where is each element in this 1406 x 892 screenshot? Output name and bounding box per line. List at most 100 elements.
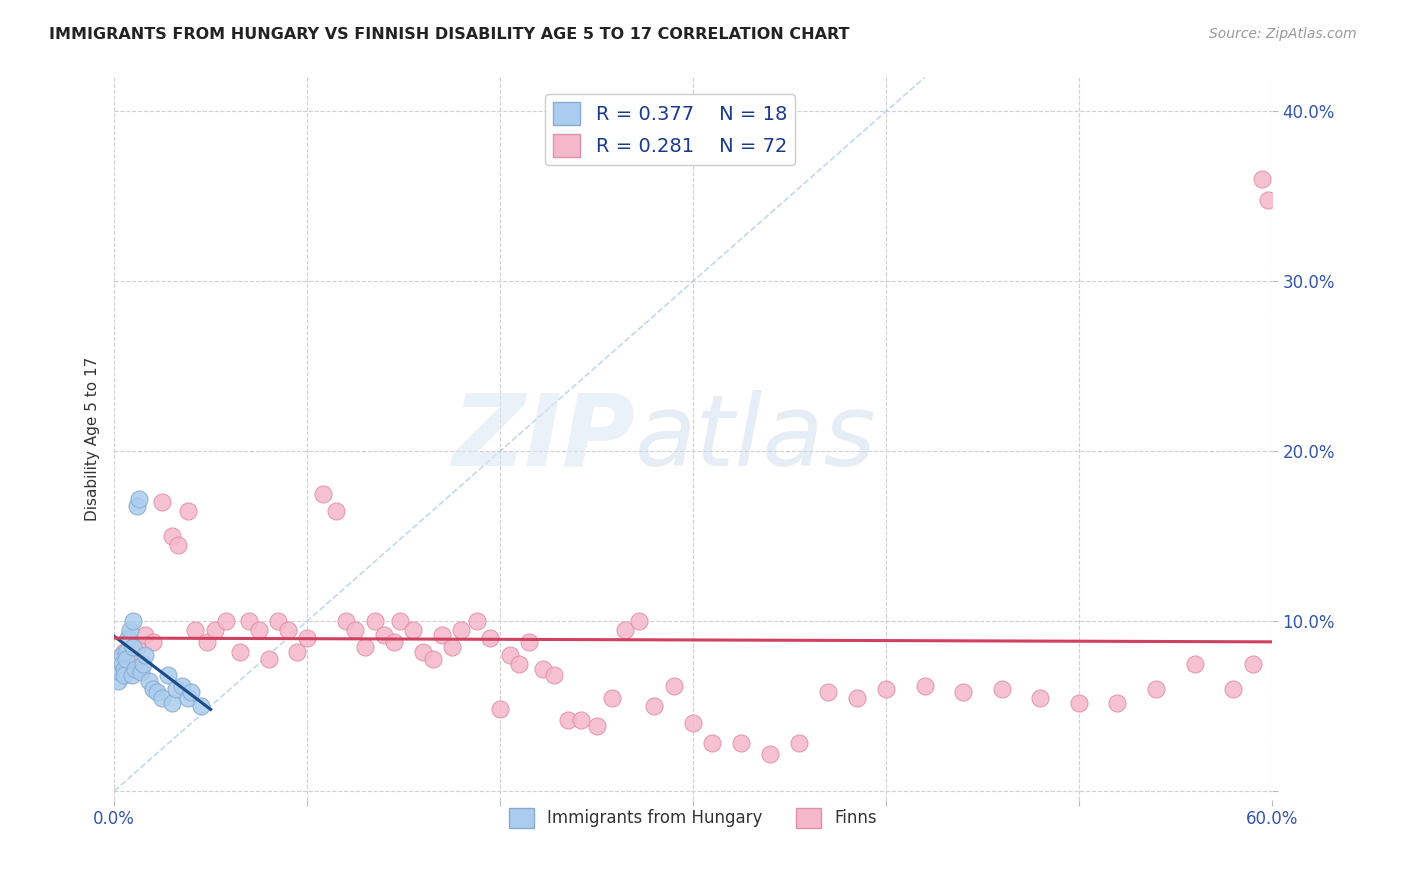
Point bbox=[114, 645, 136, 659]
Point bbox=[124, 662, 146, 676]
Point bbox=[990, 682, 1012, 697]
Point bbox=[682, 716, 704, 731]
Point bbox=[952, 685, 974, 699]
Point bbox=[134, 648, 156, 662]
Point bbox=[479, 631, 502, 645]
Point bbox=[108, 665, 131, 679]
Point bbox=[111, 657, 134, 671]
Point bbox=[817, 685, 839, 699]
Point bbox=[176, 504, 198, 518]
Text: ZIP: ZIP bbox=[453, 390, 636, 487]
Point bbox=[152, 495, 174, 509]
Point bbox=[127, 640, 149, 654]
Point bbox=[165, 682, 187, 697]
Point bbox=[117, 631, 139, 645]
Point bbox=[129, 665, 152, 679]
Point bbox=[152, 690, 174, 705]
Point bbox=[138, 673, 160, 688]
Point bbox=[1222, 682, 1244, 697]
Point bbox=[184, 623, 207, 637]
Point bbox=[195, 634, 218, 648]
Point bbox=[295, 631, 318, 645]
Point bbox=[170, 679, 193, 693]
Point bbox=[600, 690, 623, 705]
Point bbox=[128, 491, 150, 506]
Point bbox=[499, 648, 522, 662]
Text: IMMIGRANTS FROM HUNGARY VS FINNISH DISABILITY AGE 5 TO 17 CORRELATION CHART: IMMIGRANTS FROM HUNGARY VS FINNISH DISAB… bbox=[49, 27, 849, 42]
Point bbox=[107, 673, 129, 688]
Point bbox=[465, 614, 488, 628]
Point bbox=[1257, 193, 1279, 207]
Point bbox=[157, 668, 180, 682]
Point bbox=[354, 640, 377, 654]
Point bbox=[759, 747, 782, 761]
Point bbox=[402, 623, 425, 637]
Point bbox=[432, 628, 454, 642]
Point bbox=[134, 628, 156, 642]
Point bbox=[132, 657, 155, 671]
Point bbox=[311, 486, 333, 500]
Point bbox=[142, 634, 165, 648]
Point bbox=[585, 719, 607, 733]
Point bbox=[450, 623, 472, 637]
Point bbox=[122, 640, 145, 654]
Point bbox=[142, 682, 165, 697]
Point bbox=[118, 651, 141, 665]
Point bbox=[531, 662, 554, 676]
Point bbox=[508, 657, 530, 671]
Point bbox=[344, 623, 367, 637]
Point bbox=[247, 623, 270, 637]
Point bbox=[643, 699, 665, 714]
Point bbox=[180, 685, 202, 699]
Point bbox=[730, 736, 752, 750]
Point bbox=[190, 699, 212, 714]
Point bbox=[335, 614, 357, 628]
Point bbox=[267, 614, 290, 628]
Point bbox=[662, 679, 685, 693]
Point bbox=[388, 614, 411, 628]
Point bbox=[1107, 696, 1129, 710]
Point bbox=[257, 651, 280, 665]
Point bbox=[440, 640, 463, 654]
Point bbox=[204, 623, 226, 637]
Point bbox=[1144, 682, 1167, 697]
Point bbox=[160, 696, 183, 710]
Point bbox=[277, 623, 299, 637]
Point bbox=[228, 645, 250, 659]
Point bbox=[160, 529, 183, 543]
Text: Source: ZipAtlas.com: Source: ZipAtlas.com bbox=[1209, 27, 1357, 41]
Point bbox=[1241, 657, 1264, 671]
Y-axis label: Disability Age 5 to 17: Disability Age 5 to 17 bbox=[86, 357, 100, 521]
Point bbox=[373, 628, 395, 642]
Point bbox=[1029, 690, 1052, 705]
Point bbox=[363, 614, 385, 628]
Legend: Immigrants from Hungary, Finns: Immigrants from Hungary, Finns bbox=[502, 801, 884, 835]
Text: atlas: atlas bbox=[636, 390, 877, 487]
Point bbox=[412, 645, 434, 659]
Point bbox=[238, 614, 260, 628]
Point bbox=[914, 679, 936, 693]
Point bbox=[517, 634, 540, 648]
Point bbox=[543, 668, 565, 682]
Point bbox=[167, 538, 190, 552]
Point bbox=[557, 713, 579, 727]
Point bbox=[145, 685, 167, 699]
Point bbox=[112, 668, 135, 682]
Point bbox=[787, 736, 810, 750]
Point bbox=[122, 614, 145, 628]
Point bbox=[127, 499, 149, 513]
Point bbox=[627, 614, 650, 628]
Point bbox=[422, 651, 444, 665]
Point bbox=[114, 651, 136, 665]
Point bbox=[382, 634, 405, 648]
Point bbox=[325, 504, 347, 518]
Point bbox=[875, 682, 897, 697]
Point bbox=[1251, 172, 1274, 186]
Point bbox=[489, 702, 512, 716]
Point bbox=[112, 662, 135, 676]
Point bbox=[112, 645, 135, 659]
Point bbox=[1067, 696, 1090, 710]
Point bbox=[111, 648, 134, 662]
Point bbox=[569, 713, 592, 727]
Point bbox=[287, 645, 309, 659]
